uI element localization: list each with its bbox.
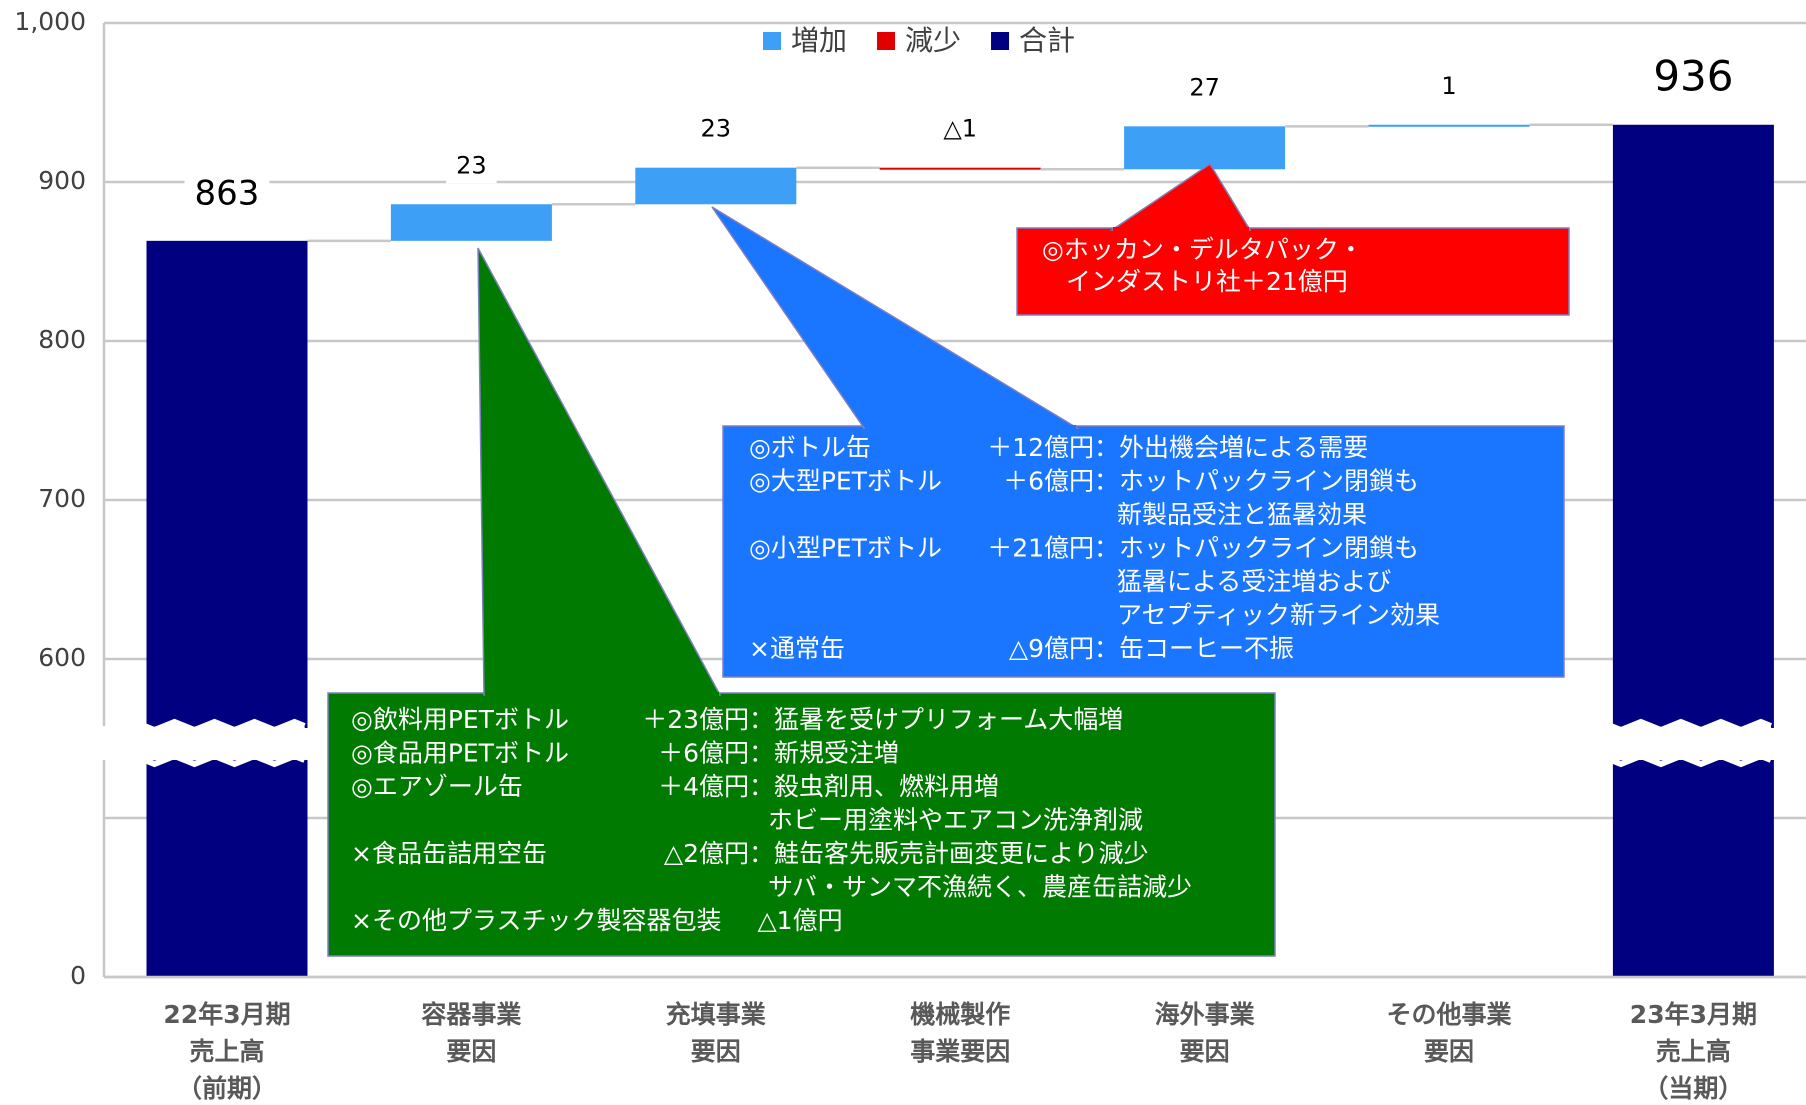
- data-label: 23: [701, 115, 732, 143]
- x-tick-label: （当期）: [1643, 1074, 1743, 1103]
- data-label-bg: [933, 110, 988, 147]
- axis-break: [1610, 728, 1776, 758]
- callout-amount: ＋4億円: [658, 772, 749, 801]
- data-label: 27: [1189, 73, 1220, 101]
- callout-note: 猛暑による受注増および: [1117, 567, 1391, 596]
- callout-box: [327, 692, 1276, 957]
- y-tick-label: 700: [38, 484, 86, 513]
- bar: [635, 167, 797, 205]
- x-tick-label: 要因: [446, 1037, 496, 1066]
- callout-amount: ＋21億円: [987, 534, 1094, 563]
- data-label: △1: [943, 115, 977, 143]
- x-tick-label: その他事業: [1386, 1000, 1511, 1029]
- x-tick-label: （前期）: [177, 1074, 277, 1103]
- callout-amount: △2億円: [664, 839, 749, 868]
- callout-note: アセプティック新ライン効果: [1117, 601, 1440, 630]
- data-label-bg: [446, 147, 497, 184]
- data-label: 1: [1441, 72, 1456, 100]
- callout-item: ◎小型PETボトル: [749, 534, 942, 563]
- legend-label: 増加: [791, 24, 847, 57]
- data-label: 863: [195, 173, 260, 213]
- data-label-bg: [1179, 69, 1230, 106]
- legend-swatch: [763, 32, 781, 50]
- data-label-bg: [690, 110, 742, 147]
- x-tick-label: 容器事業: [421, 1000, 521, 1029]
- axis-break-edge: [1609, 752, 1773, 768]
- callout-item: ◎ボトル缶: [749, 433, 871, 462]
- bar: [879, 167, 1041, 170]
- callout-note: ：ホットパックライン閉鎖も: [1094, 467, 1419, 496]
- legend-label: 減少: [905, 24, 961, 57]
- callout-note: ：外出機会増による需要: [1094, 433, 1368, 462]
- x-tick-label: 要因: [1424, 1037, 1474, 1066]
- callout-amount: ＋6億円: [1003, 467, 1094, 496]
- callout-item: ◎飲料用PETボトル: [351, 705, 569, 734]
- data-label-bg: [1431, 67, 1467, 104]
- x-tick-label: 機械製作: [910, 1000, 1010, 1029]
- callout-seam: [485, 692, 719, 696]
- x-tick-label: 要因: [1180, 1037, 1230, 1066]
- callout-item: ×食品缶詰用空缶: [351, 839, 547, 868]
- callout-amount: ＋6億円: [658, 739, 749, 768]
- legend-swatch: [877, 32, 896, 50]
- bar: [146, 240, 308, 977]
- callout-note: ：鮭缶客先販売計画変更により減少: [749, 839, 1149, 868]
- callout-note: 新製品受注と猛暑効果: [1117, 500, 1367, 529]
- callout-seam: [1113, 227, 1249, 231]
- x-tick-label: 22年3月期: [163, 1000, 290, 1029]
- callout-item: ◎エアゾール缶: [351, 772, 523, 801]
- y-tick-label: 600: [38, 643, 86, 672]
- callout-amount: △1億円: [757, 906, 842, 935]
- callout-pointer: [477, 247, 722, 696]
- callout-item: ◎食品用PETボトル: [351, 739, 569, 768]
- x-tick-label: 充填事業: [666, 1000, 766, 1029]
- bar: [1368, 124, 1530, 127]
- callout-item: ◎大型PETボトル: [749, 467, 942, 496]
- callout-amount: ＋12億円: [987, 433, 1094, 462]
- callout-note: ：殺虫剤用、燃料用増: [749, 772, 999, 801]
- x-tick-label: 事業要因: [910, 1037, 1010, 1066]
- bar: [1124, 126, 1286, 170]
- callout-note: ：新規受注増: [749, 739, 899, 768]
- callout-item: ×その他プラスチック製容器包装: [351, 906, 721, 935]
- y-tick-label: 800: [38, 325, 86, 354]
- axis-break-edge: [143, 718, 306, 734]
- data-label-bg: [1643, 47, 1744, 105]
- callout-note: インダストリ社＋21億円: [1066, 267, 1348, 296]
- data-label: 23: [456, 151, 487, 179]
- callout-box: [1016, 227, 1570, 316]
- x-tick-label: 23年3月期: [1630, 1000, 1757, 1029]
- data-label-bg: [184, 169, 270, 218]
- data-label: 936: [1653, 51, 1733, 100]
- x-tick-label: 売上高: [1656, 1037, 1731, 1066]
- callout-amount: ＋23億円: [642, 705, 749, 734]
- callout-note: ：缶コーヒー不振: [1094, 634, 1294, 663]
- axis-break: [144, 728, 310, 758]
- bar: [1612, 124, 1774, 977]
- y-tick-label: 1,000: [14, 7, 86, 36]
- x-tick-label: 要因: [691, 1037, 741, 1066]
- callout-amount: △9億円: [1009, 634, 1094, 663]
- callout-pointer: [1109, 162, 1252, 231]
- legend-label: 合計: [1019, 24, 1075, 57]
- x-tick-label: 海外事業: [1155, 1000, 1255, 1029]
- callout-seam: [865, 425, 1076, 429]
- y-tick-label: 0: [70, 961, 86, 990]
- callout-item: ×通常缶: [749, 634, 845, 663]
- legend-swatch: [991, 32, 1010, 50]
- axis-break-edge: [143, 752, 306, 768]
- axis-break-edge: [1609, 718, 1773, 734]
- callout-note: サバ・サンマ不漁続く、農産缶詰減少: [768, 873, 1192, 902]
- callout-box: [722, 425, 1565, 678]
- callout-note: ◎ホッカン・デルタパック・: [1042, 235, 1363, 264]
- x-tick-label: 売上高: [189, 1037, 264, 1066]
- y-tick-label: 900: [38, 166, 86, 195]
- axis-break: [98, 726, 110, 760]
- callout-note: ：猛暑を受けプリフォーム大幅増: [749, 705, 1123, 734]
- bar: [390, 204, 552, 241]
- callout-note: ：ホットパックライン閉鎖も: [1094, 534, 1419, 563]
- callout-note: ホビー用塗料やエアコン洗浄剤減: [768, 806, 1143, 835]
